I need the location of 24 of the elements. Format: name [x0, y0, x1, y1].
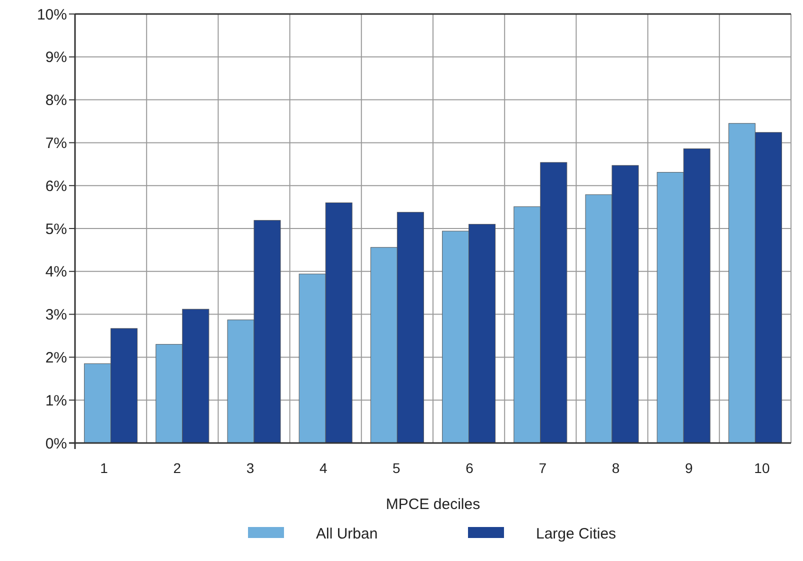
x-tick-label: 8 — [612, 460, 620, 476]
x-tick-label: 4 — [319, 460, 328, 476]
x-tick-label: 10 — [754, 460, 770, 476]
y-tick-label: 6% — [45, 178, 67, 195]
y-tick-label: 1% — [45, 392, 67, 410]
x-tick-label: 1 — [100, 460, 108, 476]
y-tick-label: 2% — [45, 349, 67, 366]
legend-label: All Urban — [316, 525, 378, 542]
x-tick-label: 6 — [466, 460, 474, 476]
y-tick-label: 9% — [45, 49, 67, 66]
y-tick-label: 10% — [36, 6, 67, 24]
y-tick-label: 8% — [45, 92, 67, 110]
x-tick-label: 2 — [173, 460, 182, 476]
y-tick-label: 7% — [45, 134, 67, 152]
y-tick-label: 0% — [45, 435, 67, 452]
x-axis-title: MPCE deciles — [386, 496, 480, 513]
y-tick-label: 4% — [45, 264, 67, 281]
x-tick-label: 7 — [538, 460, 547, 476]
legend-label: Large Cities — [536, 525, 616, 542]
y-tick-label: 3% — [45, 306, 67, 324]
x-tick-label: 5 — [392, 460, 401, 476]
y-tick-label: 5% — [45, 220, 67, 238]
x-tick-label: 9 — [684, 460, 693, 476]
x-tick-label: 3 — [246, 460, 254, 476]
